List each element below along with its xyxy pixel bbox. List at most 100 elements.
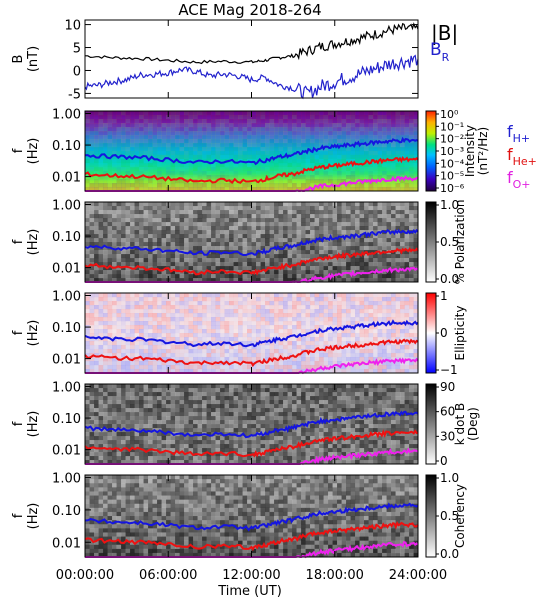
spectrogram-cell xyxy=(324,317,329,321)
spectrogram-cell xyxy=(90,329,95,333)
spectrogram-cell xyxy=(108,111,113,115)
spectrogram-cell xyxy=(166,353,171,357)
spectrogram-cell xyxy=(315,266,320,270)
spectrogram-cell xyxy=(94,313,99,317)
spectrogram-cell xyxy=(202,202,207,206)
spectrogram-cell xyxy=(355,365,360,369)
spectrogram-cell xyxy=(279,210,284,214)
spectrogram-cell xyxy=(220,254,225,258)
spectrogram-cell xyxy=(256,258,261,262)
spectrogram-cell xyxy=(126,412,131,416)
spectrogram-cell xyxy=(144,262,149,266)
spectrogram-cell xyxy=(378,135,383,139)
spectrogram-cell xyxy=(288,238,293,242)
spectrogram-cell xyxy=(387,222,392,226)
spectrogram-cell xyxy=(202,151,207,155)
spectrogram-cell xyxy=(175,171,180,175)
spectrogram-cell xyxy=(171,404,176,408)
spectrogram-cell xyxy=(126,171,131,175)
spectrogram-cell xyxy=(382,167,387,171)
spectrogram-cell xyxy=(99,139,104,143)
spectrogram-cell xyxy=(171,139,176,143)
spectrogram-cell xyxy=(324,175,329,179)
spectrogram-cell xyxy=(387,349,392,353)
y-tick-label: 0 xyxy=(73,64,81,79)
spectrogram-cell xyxy=(333,262,338,266)
spectrogram-cell xyxy=(387,305,392,309)
spectrogram-cell xyxy=(220,143,225,147)
spectrogram-cell xyxy=(382,171,387,175)
spectrogram-cell xyxy=(337,293,342,297)
spectrogram-cell xyxy=(355,218,360,222)
spectrogram-cell xyxy=(351,242,356,246)
spectrogram-cell xyxy=(216,262,221,266)
spectrogram-cell xyxy=(103,309,108,313)
spectrogram-cell xyxy=(162,424,167,428)
spectrogram-cell xyxy=(234,143,239,147)
spectrogram-cell xyxy=(90,452,95,456)
spectrogram-cell xyxy=(351,317,356,321)
spectrogram-cell xyxy=(126,361,131,365)
spectrogram-cell xyxy=(126,420,131,424)
spectrogram-cell xyxy=(265,135,270,139)
spectrogram-cell xyxy=(306,222,311,226)
spectrogram-cell xyxy=(292,159,297,163)
spectrogram-cell xyxy=(180,222,185,226)
spectrogram-cell xyxy=(139,392,144,396)
spectrogram-cell xyxy=(121,420,126,424)
spectrogram-cell xyxy=(252,222,257,226)
spectrogram-cell xyxy=(117,131,122,135)
spectrogram-cell xyxy=(328,305,333,309)
spectrogram-cell xyxy=(94,325,99,329)
spectrogram-cell xyxy=(135,159,140,163)
spectrogram-cell xyxy=(310,119,315,123)
spectrogram-cell xyxy=(135,183,140,187)
spectrogram-cell xyxy=(130,214,135,218)
spectrogram-cell xyxy=(229,151,234,155)
spectrogram-cell xyxy=(126,238,131,242)
spectrogram-cell xyxy=(261,262,266,266)
spectrogram-cell xyxy=(297,226,302,230)
spectrogram-cell xyxy=(184,202,189,206)
spectrogram-cell xyxy=(175,210,180,214)
spectrogram-cell xyxy=(148,349,153,353)
spectrogram-cell xyxy=(85,167,90,171)
spectrogram-cell xyxy=(391,262,396,266)
spectrogram-cell xyxy=(202,222,207,226)
spectrogram-cell xyxy=(247,329,252,333)
spectrogram-cell xyxy=(130,329,135,333)
spectrogram-cell xyxy=(283,218,288,222)
spectrogram-cell xyxy=(198,357,203,361)
spectrogram-cell xyxy=(94,436,99,440)
spectrogram-cell xyxy=(211,365,216,369)
spectrogram-cell xyxy=(355,305,360,309)
spectrogram-cell xyxy=(319,214,324,218)
spectrogram-cell xyxy=(85,139,90,143)
spectrogram-cell xyxy=(108,309,113,313)
spectrogram-cell xyxy=(175,313,180,317)
spectrogram-cell xyxy=(306,357,311,361)
spectrogram-cell xyxy=(103,147,108,151)
y-tick-label: 0.01 xyxy=(52,171,81,186)
spectrogram-cell xyxy=(414,127,419,131)
spectrogram-cell xyxy=(292,131,297,135)
spectrogram-cell xyxy=(207,202,212,206)
spectrogram-cell xyxy=(274,123,279,127)
spectrogram-cell xyxy=(306,119,311,123)
spectrogram-cell xyxy=(301,143,306,147)
spectrogram-cell xyxy=(261,349,266,353)
spectrogram-cell xyxy=(126,206,131,210)
spectrogram-cell xyxy=(216,293,221,297)
spectrogram-cell xyxy=(297,329,302,333)
spectrogram-cell xyxy=(306,313,311,317)
spectrogram-cell xyxy=(130,234,135,238)
spectrogram-cell xyxy=(279,230,284,234)
spectrogram-cell xyxy=(189,305,194,309)
spectrogram-cell xyxy=(162,400,167,404)
spectrogram-cell xyxy=(265,206,270,210)
spectrogram-cell xyxy=(112,163,117,167)
spectrogram-cell xyxy=(306,143,311,147)
spectrogram-cell xyxy=(193,365,198,369)
spectrogram-cell xyxy=(283,325,288,329)
